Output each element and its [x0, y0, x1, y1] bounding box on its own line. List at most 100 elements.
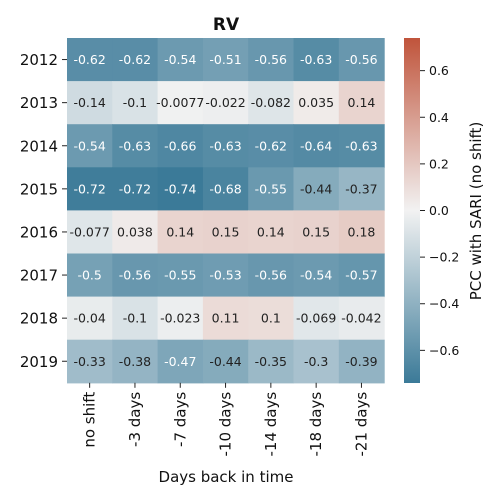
- colorbar-tick-label: −0.2: [429, 250, 459, 265]
- colorbar-label: PCC with SARI (no shift): [467, 122, 485, 301]
- heatmap-cell-2019-4: [248, 339, 295, 384]
- cell-value-label: -0.3: [304, 354, 328, 369]
- heatmap-cell-2014-4: [248, 124, 295, 168]
- heatmap-cell-2018-0: [67, 296, 113, 341]
- cell-value-label: -0.54: [164, 52, 196, 67]
- heatmap-cell-2016-2: [157, 210, 204, 255]
- heatmap-cell-2019-3: [202, 339, 249, 384]
- heatmap-cell-2018-4: [248, 296, 295, 341]
- cell-value-label: -0.66: [164, 138, 196, 153]
- colorbar-tick-label: 0.2: [429, 156, 449, 171]
- y-tick-label-2017: 2017: [20, 267, 58, 285]
- heatmap-cell-2015-5: [293, 167, 340, 211]
- y-tick-label-2014: 2014: [20, 137, 58, 155]
- heatmap-cell-2017-1: [112, 253, 159, 298]
- heatmap-cell-2016-5: [293, 210, 340, 255]
- heatmap-cell-2012-0: [67, 38, 113, 82]
- cell-value-label: -0.56: [345, 52, 377, 67]
- cell-value-label: -0.56: [255, 52, 287, 67]
- heatmap-cell-2019-6: [338, 339, 385, 384]
- y-tick-label-2016: 2016: [20, 223, 58, 241]
- cell-value-label: -0.44: [209, 354, 241, 369]
- cell-value-label: -0.56: [255, 268, 287, 283]
- heatmap-cell-2018-5: [293, 296, 340, 341]
- x-tick-label: -10 days: [217, 392, 235, 457]
- heatmap-cell-2013-4: [248, 81, 295, 125]
- heatmap-cells: [67, 38, 385, 384]
- chart-title: RV: [213, 15, 240, 35]
- y-axis-ticks: 2012 2013 2014 2015 2016 2017 2018 2019: [20, 51, 67, 371]
- heatmap-cell-2016-1: [112, 210, 159, 255]
- cell-value-label: -0.023: [160, 311, 200, 326]
- cell-value-label: -0.64: [300, 138, 332, 153]
- heatmap-cell-2017-0: [67, 253, 113, 298]
- heatmap-cell-2013-2: [157, 81, 204, 125]
- cell-value-label: -0.04: [73, 311, 105, 326]
- x-tick-label: no shift: [81, 392, 99, 448]
- cell-value-label: -0.39: [345, 354, 377, 369]
- cell-value-label: -0.56: [119, 268, 151, 283]
- colorbar: [404, 38, 420, 383]
- cell-value-label: 0.14: [166, 224, 194, 239]
- heatmap-cell-2012-1: [112, 38, 159, 82]
- cell-value-label: -0.1: [123, 311, 147, 326]
- heatmap-cell-2014-5: [293, 124, 340, 168]
- heatmap-cell-2012-4: [248, 38, 295, 82]
- cell-value-label: 0.035: [298, 95, 334, 110]
- colorbar-ticks: 0.6 0.4 0.2 0.0 −0.2 −0.4 −0.6: [420, 63, 459, 358]
- heatmap-cell-2015-3: [202, 167, 249, 211]
- x-tick-label: -7 days: [171, 392, 189, 447]
- heatmap-cell-2015-6: [338, 167, 385, 211]
- heatmap-cell-2014-2: [157, 124, 204, 168]
- x-tick-label: -21 days: [352, 392, 370, 457]
- heatmap-cell-2013-5: [293, 81, 340, 125]
- cell-value-label: -0.72: [119, 181, 151, 196]
- heatmap-cell-2018-1: [112, 296, 159, 341]
- cell-value-label: 0.038: [117, 224, 153, 239]
- cell-value-label: -0.082: [251, 95, 291, 110]
- cell-value-label: -0.55: [255, 181, 287, 196]
- colorbar-tick-label: −0.4: [429, 296, 459, 311]
- cell-value-label: -0.57: [345, 268, 377, 283]
- heatmap-cell-2015-0: [67, 167, 113, 211]
- heatmap-cell-2019-0: [67, 339, 113, 384]
- heatmap-cell-2019-1: [112, 339, 159, 384]
- cell-value-label: -0.62: [73, 52, 105, 67]
- heatmap-cell-2017-6: [338, 253, 385, 298]
- cell-value-label: 0.14: [348, 95, 376, 110]
- y-tick-label-2019: 2019: [20, 353, 58, 371]
- heatmap-cell-2019-5: [293, 339, 340, 384]
- cell-value-label: -0.62: [255, 138, 287, 153]
- cell-value-label: -0.54: [300, 268, 332, 283]
- cell-value-label: -0.63: [345, 138, 377, 153]
- heatmap-cell-2018-6: [338, 296, 385, 341]
- colorbar-tick-label: 0.4: [429, 110, 449, 125]
- heatmap-cell-2015-2: [157, 167, 204, 211]
- heatmap-cell-2013-0: [67, 81, 113, 125]
- heatmap-cell-2013-3: [202, 81, 249, 125]
- cell-value-label: -0.63: [209, 138, 241, 153]
- cell-value-label: 0.14: [257, 224, 285, 239]
- cell-value-label: -0.72: [73, 181, 105, 196]
- x-tick-label: -18 days: [307, 392, 325, 457]
- cell-value-label: -0.1: [123, 95, 147, 110]
- cell-value-label: -0.44: [300, 181, 332, 196]
- y-tick-label-2012: 2012: [20, 51, 58, 69]
- heatmap-cell-2013-6: [338, 81, 385, 125]
- cell-value-label: -0.62: [119, 52, 151, 67]
- cell-value-label: 0.15: [212, 224, 240, 239]
- colorbar-tick-label: 0.0: [429, 203, 449, 218]
- cell-value-label: -0.53: [209, 268, 241, 283]
- heatmap-cell-2018-3: [202, 296, 249, 341]
- cell-value-label: -0.5: [77, 268, 101, 283]
- cell-value-label: 0.11: [212, 311, 240, 326]
- heatmap-cell-2014-3: [202, 124, 249, 168]
- cell-value-label: -0.042: [341, 311, 381, 326]
- heatmap-cell-2012-6: [338, 38, 385, 82]
- heatmap-cell-2015-1: [112, 167, 159, 211]
- x-tick-label: -14 days: [262, 392, 280, 457]
- heatmap-cell-2012-3: [202, 38, 249, 82]
- cell-value-label: -0.55: [164, 268, 196, 283]
- x-axis-label: Days back in time: [159, 468, 294, 486]
- heatmap-cell-2013-1: [112, 81, 159, 125]
